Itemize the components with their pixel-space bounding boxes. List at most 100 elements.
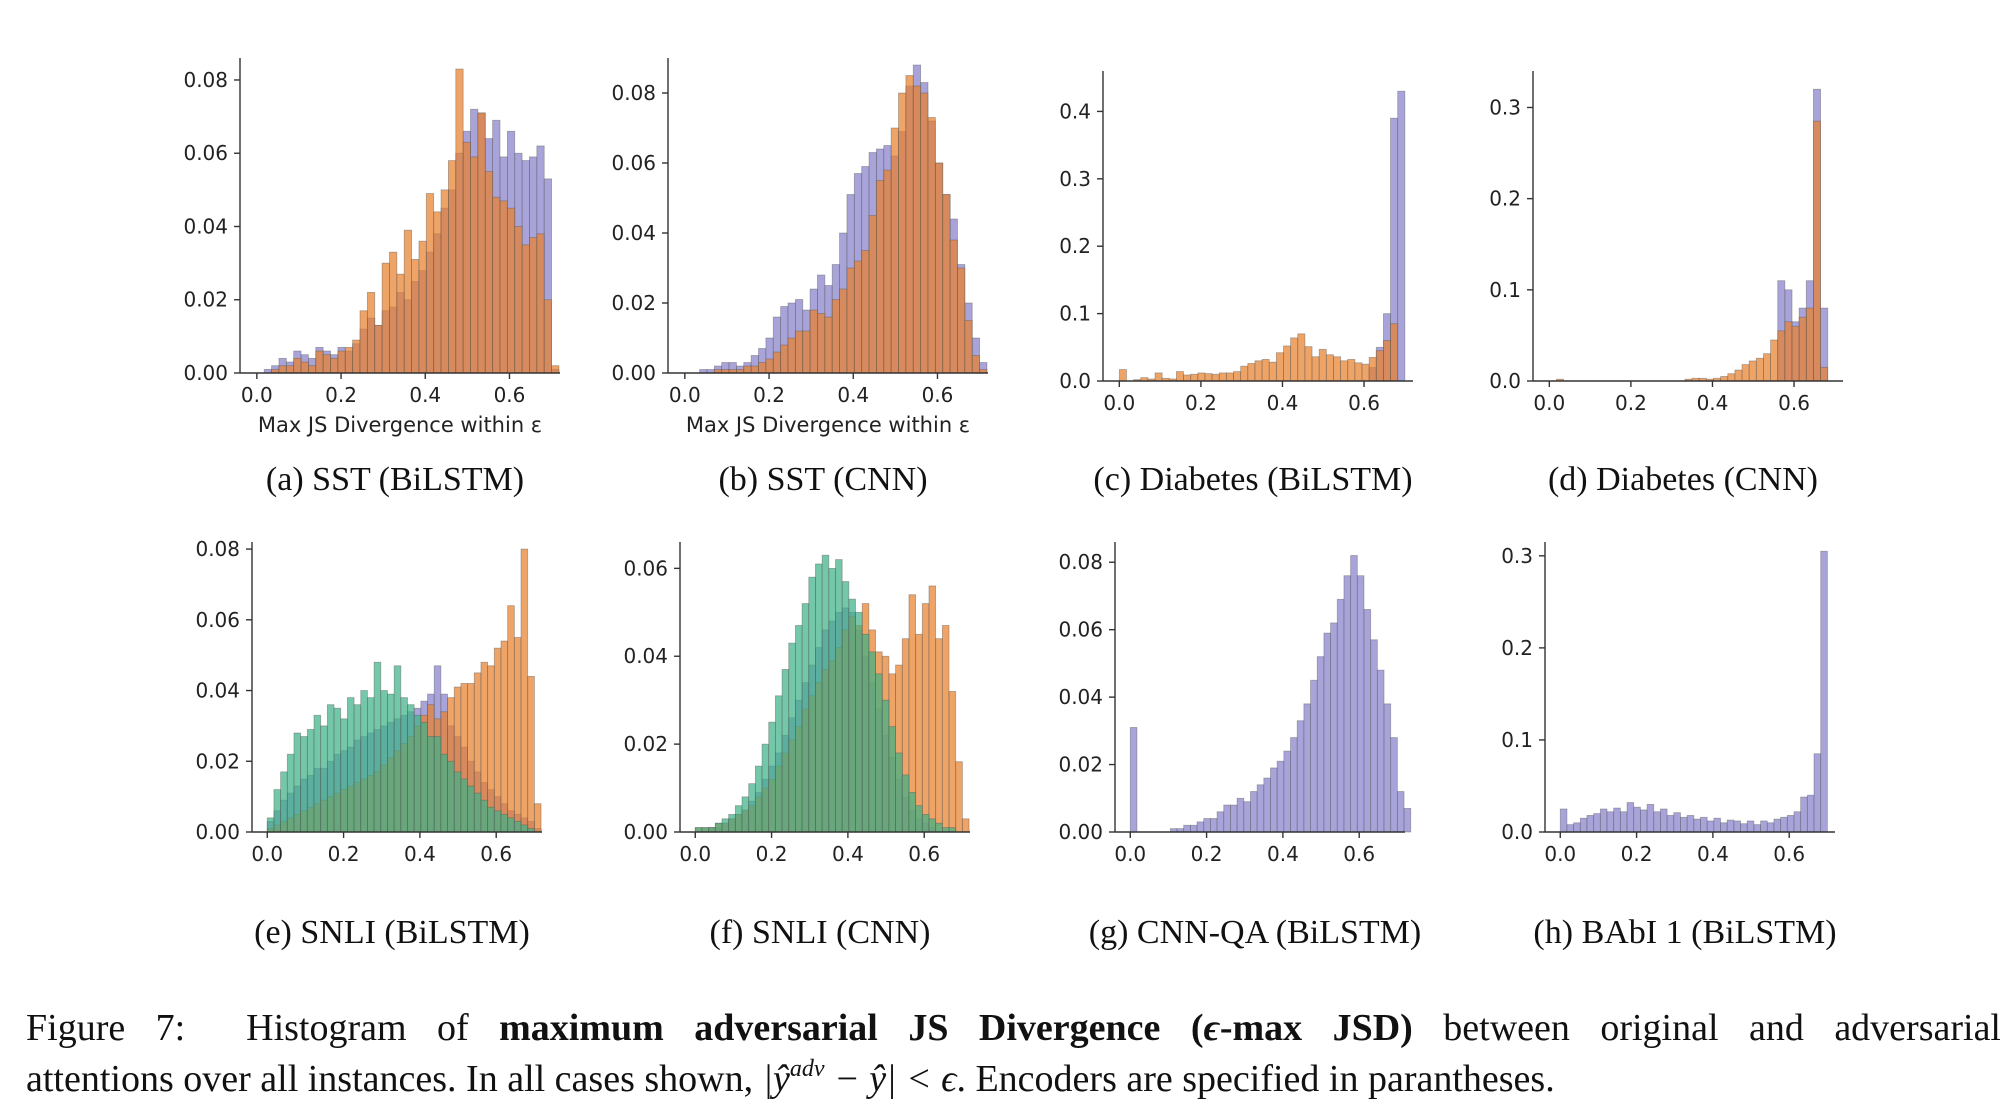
bar <box>513 820 522 833</box>
bar <box>1216 811 1225 833</box>
bar <box>346 697 355 833</box>
caption-line-2: attentions over all instances. In all ca… <box>26 1056 1555 1100</box>
bar <box>1806 794 1815 833</box>
bar <box>1660 808 1668 833</box>
y-tick-label: 0.06 <box>611 151 656 175</box>
x-tick-label: 0.0 <box>1544 842 1576 866</box>
bar <box>1218 372 1227 382</box>
bar <box>1734 369 1743 382</box>
bar <box>964 320 973 374</box>
y-tick-label: 0.04 <box>623 644 668 668</box>
bar <box>861 633 870 833</box>
bar <box>1613 807 1621 833</box>
bar <box>313 714 322 833</box>
bar <box>883 169 892 374</box>
bar <box>403 229 412 374</box>
bar <box>768 721 776 833</box>
panel-subtitle: (e) SNLI (BiLSTM) <box>254 914 530 951</box>
bar <box>728 814 736 833</box>
bar <box>381 262 390 374</box>
panel-d: 0.0 0.2 0.4 0.6 0.0 0.1 0.2 0.3 (d) Diabetes (CN… <box>1489 71 1843 498</box>
bar <box>551 365 560 374</box>
bar <box>1333 356 1341 382</box>
caption-label: Figure 7: <box>26 1007 186 1049</box>
bar <box>352 339 361 374</box>
panel-subtitle: (a) SST (BiLSTM) <box>266 461 524 498</box>
bar <box>1397 90 1406 382</box>
bar <box>1303 703 1311 833</box>
bar <box>788 642 796 833</box>
y-tick-label: 0.04 <box>195 679 240 703</box>
bar <box>1283 750 1291 833</box>
bar <box>1390 737 1398 833</box>
bar <box>306 729 315 833</box>
bar <box>448 160 457 374</box>
series-purple <box>1129 555 1412 833</box>
bar <box>293 357 302 374</box>
bar <box>499 200 508 374</box>
caption-bold: maximum adversarial JS Divergence (ϵ-max… <box>499 1007 1413 1049</box>
x-axis-label: Max JS Divergence within ε <box>258 413 542 437</box>
bar <box>1770 339 1779 382</box>
caption-text: Histogram of <box>246 1007 469 1049</box>
x-tick-label: 0.4 <box>1697 391 1729 415</box>
bar <box>1748 360 1757 382</box>
bar <box>500 640 509 833</box>
bar <box>1760 820 1768 833</box>
bar <box>927 117 936 374</box>
bar <box>1290 337 1299 382</box>
bar <box>955 761 963 833</box>
bar <box>795 625 803 833</box>
bar <box>462 141 471 374</box>
bar <box>1118 369 1127 382</box>
bar <box>781 669 790 833</box>
bar <box>761 743 770 833</box>
y-tick-label: 0.02 <box>195 749 240 773</box>
bar <box>1700 816 1708 833</box>
bar <box>1325 354 1334 382</box>
bar <box>1813 753 1822 833</box>
bar <box>1599 808 1608 833</box>
bar <box>507 817 515 833</box>
bar <box>1396 791 1405 833</box>
y-tick-label: 0.2 <box>1059 234 1091 258</box>
bar <box>1693 818 1701 833</box>
bar <box>1753 824 1761 833</box>
bar <box>477 112 486 374</box>
bar <box>455 68 464 374</box>
x-tick-label: 0.2 <box>1621 842 1653 866</box>
bar <box>772 351 782 374</box>
bar <box>1383 340 1391 382</box>
y-tick-label: 0.06 <box>195 608 240 632</box>
bar <box>400 697 408 833</box>
bar <box>533 803 542 833</box>
bar <box>1805 307 1814 382</box>
bar <box>1763 353 1771 382</box>
bar <box>948 690 957 833</box>
bar <box>1820 550 1828 833</box>
bar <box>393 665 402 833</box>
bar <box>1311 356 1320 382</box>
panel-subtitle: (h) BAbI 1 (BiLSTM) <box>1533 914 1836 951</box>
bar <box>935 822 943 833</box>
bar <box>898 92 907 374</box>
y-tick-label: 0.3 <box>1059 167 1091 191</box>
bar <box>387 693 395 833</box>
bar <box>935 638 943 833</box>
bar <box>941 625 950 833</box>
bar <box>380 690 388 833</box>
bar <box>1559 808 1568 833</box>
bar <box>921 814 930 833</box>
x-tick-label: 0.6 <box>1348 391 1380 415</box>
panel-f: 0.0 0.2 0.4 0.6 0.00 0.02 0.04 0.06 (f) SNLI (CN… <box>623 542 970 951</box>
bar <box>280 771 288 833</box>
x-tick-label: 0.6 <box>1343 842 1375 866</box>
bar <box>1573 822 1581 833</box>
bar <box>367 697 375 833</box>
caption-math-sup: adv <box>789 1056 825 1082</box>
y-tick-label: 0.2 <box>1489 187 1521 211</box>
bar <box>1176 371 1184 382</box>
bar <box>1370 639 1378 833</box>
bar <box>322 354 331 374</box>
bar <box>285 365 295 374</box>
